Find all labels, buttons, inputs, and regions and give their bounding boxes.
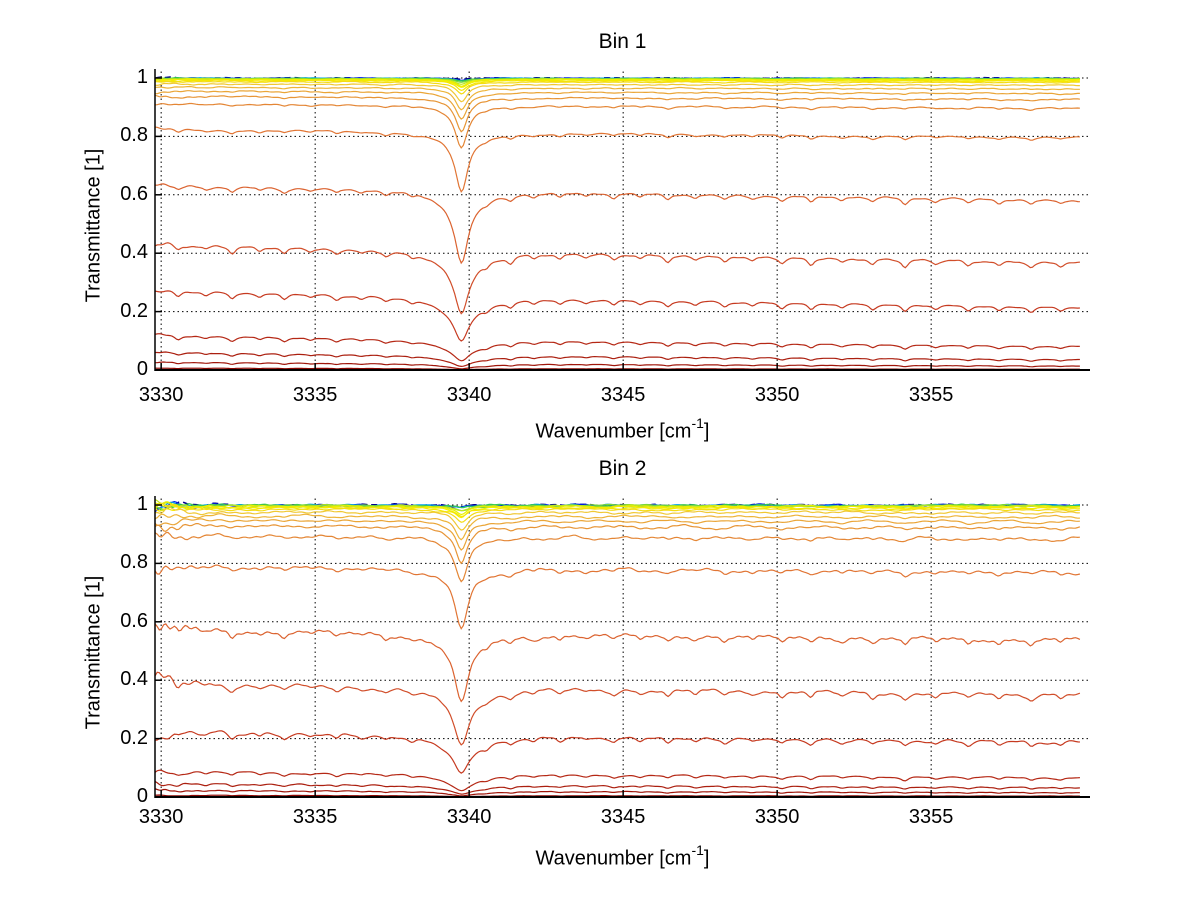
spectrum-curve <box>155 102 1080 149</box>
y-tick-label: 0.4 <box>120 241 148 264</box>
y-tick-label: 0.6 <box>120 182 148 205</box>
x-tick-label: 3330 <box>138 384 184 406</box>
spectrum-curve <box>155 788 1080 797</box>
spectrum-curve <box>155 290 1080 342</box>
plot1-ylabel: Transmittance [1] <box>82 148 105 303</box>
xlabel-close: ] <box>703 847 710 870</box>
spectrum-curve <box>155 780 1080 795</box>
spectrum-curve <box>155 90 1080 120</box>
spectrum-curve <box>155 361 1080 370</box>
x-tick-label: 3335 <box>292 384 338 406</box>
spectrum-curve <box>155 242 1080 315</box>
subplot-bin-1 <box>154 69 1090 371</box>
xlabel-superscript: -1 <box>691 842 704 858</box>
spectrum-curve <box>155 333 1080 362</box>
plot1-xlabel: Wavenumber [cm-1] <box>155 415 1090 444</box>
spectrum-curve <box>155 351 1080 368</box>
spectrum-curve <box>155 518 1080 551</box>
y-tick-label: 0.8 <box>120 124 148 147</box>
x-tick-label: 3340 <box>446 806 492 828</box>
xlabel-close: ] <box>703 420 710 443</box>
spectrum-curve <box>155 94 1080 133</box>
xlabel-text: Wavenumber [cm <box>535 420 692 443</box>
spectrum-curve <box>155 769 1080 792</box>
xlabel-superscript: -1 <box>691 415 704 431</box>
spectrum-curve <box>155 85 1080 111</box>
plot1-title: Bin 1 <box>598 30 647 53</box>
y-tick-label: 0 <box>136 785 148 807</box>
plot2-title: Bin 2 <box>598 457 647 480</box>
spectrum-curve <box>155 79 1080 92</box>
spectrum-curve <box>155 126 1080 194</box>
spectrum-curve <box>155 503 1080 512</box>
spectrum-curve <box>155 523 1081 565</box>
spectrum-curve <box>155 531 1080 583</box>
spectrum-curve <box>155 564 1081 630</box>
y-tick-label: 0.6 <box>120 609 148 632</box>
x-tick-label: 3340 <box>446 384 492 406</box>
x-tick-label: 3355 <box>908 384 954 406</box>
x-tick-label: 3350 <box>754 384 800 406</box>
spectrum-curve <box>155 730 1080 774</box>
x-tick-label: 3345 <box>600 384 646 406</box>
y-tick-label: 0.2 <box>120 299 148 322</box>
spectrum-curve <box>155 82 1080 103</box>
x-tick-label: 3330 <box>138 806 184 828</box>
y-tick-label: 1 <box>136 493 148 515</box>
spectrum-curve <box>155 80 1080 95</box>
y-tick-label: 0.8 <box>120 551 148 574</box>
plot2-xlabel: Wavenumber [cm-1] <box>155 842 1090 871</box>
y-tick-label: 1 <box>136 66 148 88</box>
subplot-bin-2 <box>154 496 1090 798</box>
plot2-ylabel: Transmittance [1] <box>82 575 105 730</box>
y-tick-label: 0.4 <box>120 668 148 691</box>
spectrum-curve <box>155 623 1081 703</box>
y-tick-label: 0.2 <box>120 726 148 749</box>
xlabel-text: Wavenumber [cm <box>535 847 692 870</box>
spectrum-curve <box>155 502 1080 523</box>
x-tick-label: 3335 <box>292 806 338 828</box>
spectrum-curve <box>155 183 1080 265</box>
x-tick-label: 3355 <box>908 806 954 828</box>
spectrum-curve <box>155 513 1080 541</box>
spectrum-curve <box>155 671 1081 746</box>
x-tick-label: 3350 <box>754 806 800 828</box>
spectrum-curve <box>155 506 1080 531</box>
y-tick-label: 0 <box>136 358 148 380</box>
x-tick-label: 3345 <box>600 806 646 828</box>
